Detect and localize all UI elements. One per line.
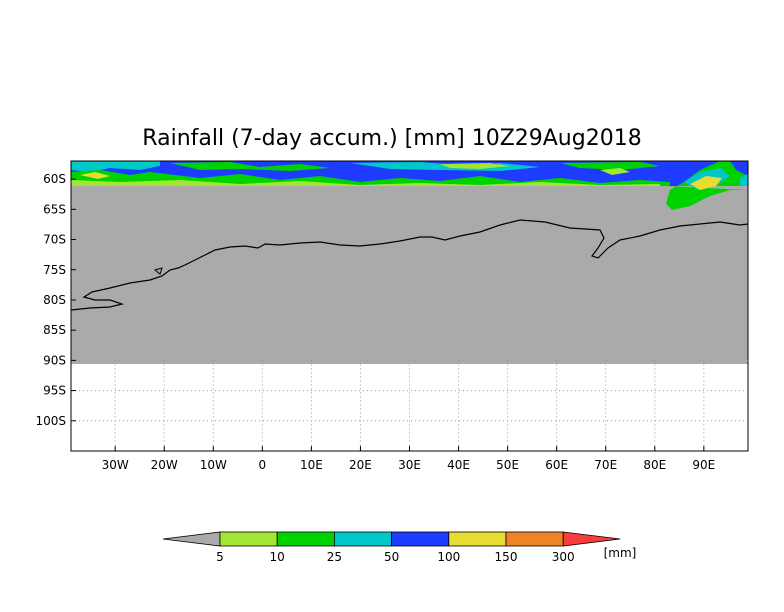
lon-tick-label: 30W [102,458,129,472]
lat-tick-label: 75S [43,263,66,277]
colorbar-high-arrow [562,531,621,547]
lon-ticks: 30W 20W 10W 0 10E 20E 30E 40E 50E 60E 70E 80E 90E [102,446,715,472]
lon-tick-label: 10E [300,458,323,472]
colorbar-label: 10 [270,550,285,564]
lon-tick-label: 60E [545,458,568,472]
lat-tick-label: 95S [43,384,66,398]
lon-tick-label: 70E [594,458,617,472]
lat-tick-label: 60S [43,172,66,186]
lat-tick-label: 100S [35,414,66,428]
precip-band [71,161,748,210]
colorbar-swatch [333,531,392,547]
lon-tick-label: 20E [349,458,372,472]
colorbar-swatch [448,531,507,547]
lat-tick-label: 70S [43,233,66,247]
colorbar-low-arrow [162,531,221,547]
lon-tick-label: 10W [200,458,227,472]
colorbar-label: 300 [552,550,575,564]
colorbar-swatch [219,531,278,547]
colorbar: 5 10 25 50 100 150 300 [mm] [162,531,637,564]
lon-tick-label: 0 [259,458,267,472]
lon-tick-label: 80E [643,458,666,472]
colorbar-label: 100 [437,550,460,564]
lon-tick-label: 90E [692,458,715,472]
lon-tick-label: 50E [496,458,519,472]
lat-tick-label: 65S [43,202,66,216]
colorbar-swatch [391,531,450,547]
lon-tick-label: 20W [151,458,178,472]
lon-tick-label: 30E [398,458,421,472]
colorbar-unit: [mm] [604,546,637,560]
lat-tick-label: 80S [43,293,66,307]
lon-tick-label: 40E [447,458,470,472]
lat-tick-label: 85S [43,323,66,337]
colorbar-swatch [276,531,335,547]
nodata-region [71,186,748,364]
island [153,267,163,275]
coastline [70,219,749,311]
colorbar-label: 50 [384,550,399,564]
colorbar-label: 5 [216,550,224,564]
grid-lines [71,359,748,451]
lat-ticks: 60S 65S 70S 75S 80S 85S 90S 95S 100S [35,172,76,428]
colorbar-label: 25 [327,550,342,564]
map-title: Rainfall (7-day accum.) [mm] 10Z29Aug201… [142,126,642,151]
lat-tick-label: 90S [43,353,66,367]
colorbar-label: 150 [495,550,518,564]
colorbar-swatch [505,531,564,547]
